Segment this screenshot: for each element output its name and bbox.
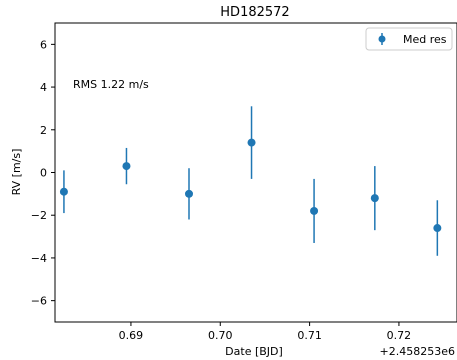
y-tick-label: 4: [40, 81, 47, 94]
plot-area: [54, 22, 457, 323]
y-tick-label: −4: [31, 252, 47, 265]
x-tick-label: 0.69: [119, 329, 144, 342]
legend-label: Med res: [403, 33, 447, 46]
y-axis: −6 −4 −2 0 2 4 6: [31, 38, 55, 308]
x-offset-label: +2.458253e6: [380, 345, 455, 358]
x-axis-label: Date [BJD]: [225, 345, 283, 358]
y-tick-label: −6: [31, 295, 47, 308]
data-point: [433, 224, 442, 233]
data-series: [59, 106, 442, 256]
data-point: [370, 194, 379, 203]
y-tick-label: 0: [40, 167, 47, 180]
data-point: [310, 206, 319, 215]
legend-box: [365, 27, 453, 51]
x-tick-label: 0.72: [387, 329, 412, 342]
y-tick-label: 2: [40, 124, 47, 137]
y-tick-label: −2: [31, 209, 47, 222]
chart-title: HD182572: [220, 5, 289, 20]
rms-annotation: RMS 1.22 m/s: [73, 78, 149, 91]
data-point: [247, 138, 256, 147]
legend-marker: [378, 35, 386, 43]
x-tick-label: 0.70: [208, 329, 233, 342]
y-tick-label: 6: [40, 38, 47, 51]
x-axis: 0.69 0.70 0.71 0.72: [119, 322, 412, 342]
legend: Med res: [365, 27, 453, 51]
data-point: [185, 189, 193, 198]
data-point: [59, 187, 68, 196]
y-axis-label: RV [m/s]: [10, 149, 23, 196]
data-point: [122, 162, 131, 171]
x-tick-label: 0.71: [297, 329, 322, 342]
